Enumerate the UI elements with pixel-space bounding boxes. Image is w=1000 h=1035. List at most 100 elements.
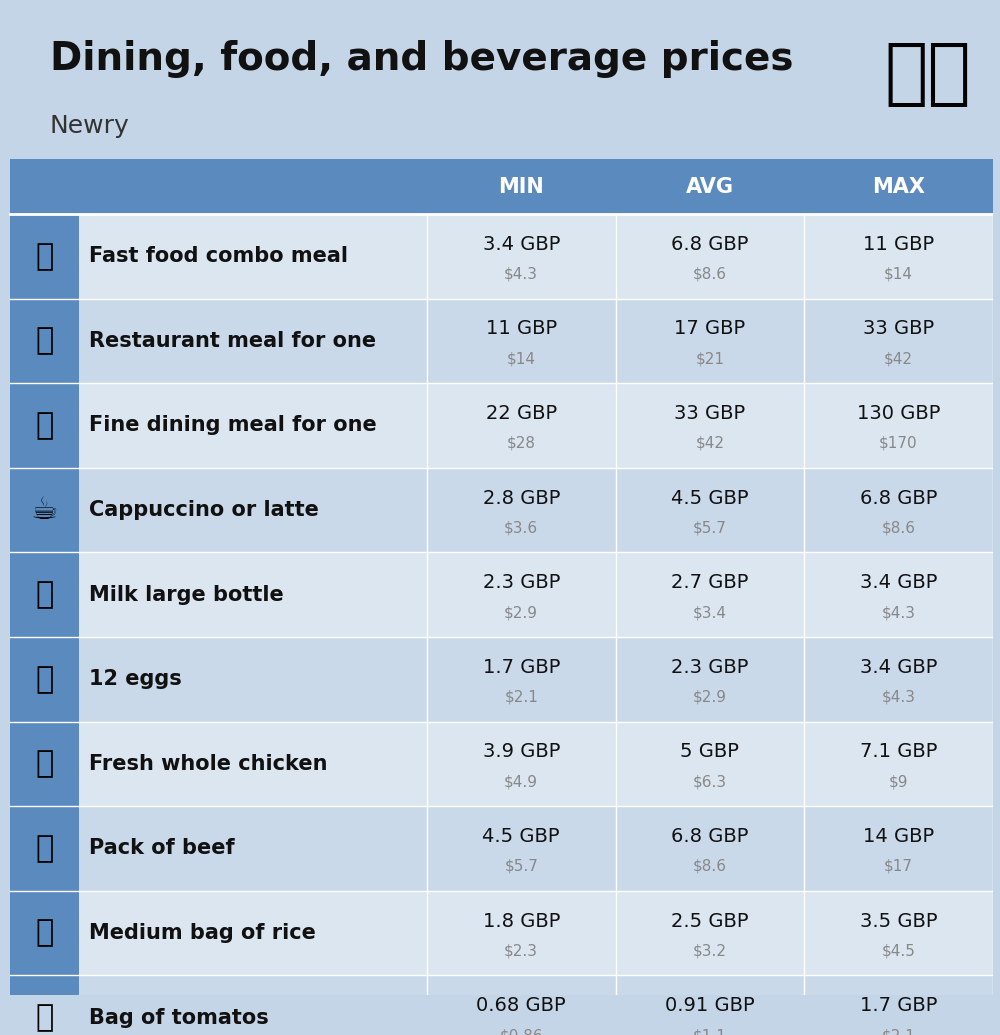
Text: 2.3 GBP: 2.3 GBP bbox=[671, 658, 749, 677]
Text: Cappuccino or latte: Cappuccino or latte bbox=[89, 500, 319, 520]
FancyBboxPatch shape bbox=[10, 298, 79, 383]
Text: 3.4 GBP: 3.4 GBP bbox=[860, 573, 937, 592]
FancyBboxPatch shape bbox=[10, 975, 993, 1035]
Text: $9: $9 bbox=[889, 774, 908, 790]
Text: 1.8 GBP: 1.8 GBP bbox=[483, 912, 560, 930]
Text: 3.5 GBP: 3.5 GBP bbox=[860, 912, 937, 930]
FancyBboxPatch shape bbox=[10, 637, 993, 721]
Text: 6.8 GBP: 6.8 GBP bbox=[860, 489, 937, 507]
Text: 2.8 GBP: 2.8 GBP bbox=[483, 489, 560, 507]
Text: Dining, food, and beverage prices: Dining, food, and beverage prices bbox=[50, 39, 793, 78]
Text: $4.5: $4.5 bbox=[882, 944, 915, 958]
Text: 🍔: 🍔 bbox=[36, 242, 54, 271]
Text: 🐔: 🐔 bbox=[36, 749, 54, 778]
Text: $2.9: $2.9 bbox=[504, 605, 538, 620]
FancyBboxPatch shape bbox=[10, 553, 993, 637]
FancyBboxPatch shape bbox=[10, 468, 79, 553]
Text: 🍅: 🍅 bbox=[36, 1003, 54, 1032]
FancyBboxPatch shape bbox=[10, 553, 79, 637]
Text: MIN: MIN bbox=[498, 177, 544, 197]
Text: $170: $170 bbox=[879, 436, 918, 451]
Text: 3.9 GBP: 3.9 GBP bbox=[483, 742, 560, 762]
Text: 33 GBP: 33 GBP bbox=[674, 404, 745, 423]
Text: 🥚: 🥚 bbox=[36, 664, 54, 693]
Text: 1.7 GBP: 1.7 GBP bbox=[860, 996, 937, 1015]
Text: $2.9: $2.9 bbox=[693, 689, 727, 705]
Text: 🍳: 🍳 bbox=[36, 326, 54, 355]
Text: 2.7 GBP: 2.7 GBP bbox=[671, 573, 749, 592]
Text: $3.4: $3.4 bbox=[693, 605, 727, 620]
Text: Restaurant meal for one: Restaurant meal for one bbox=[89, 331, 376, 351]
Text: Fine dining meal for one: Fine dining meal for one bbox=[89, 415, 377, 436]
Text: 12 eggs: 12 eggs bbox=[89, 670, 182, 689]
Text: 🥛: 🥛 bbox=[36, 581, 54, 610]
Text: $8.6: $8.6 bbox=[693, 267, 727, 282]
Text: Bag of tomatos: Bag of tomatos bbox=[89, 1008, 269, 1028]
FancyBboxPatch shape bbox=[10, 214, 993, 298]
FancyBboxPatch shape bbox=[10, 383, 79, 468]
Text: $14: $14 bbox=[507, 351, 536, 366]
Text: $8.6: $8.6 bbox=[881, 521, 915, 535]
Text: 22 GBP: 22 GBP bbox=[486, 404, 557, 423]
Text: Milk large bottle: Milk large bottle bbox=[89, 585, 284, 604]
Text: $0.86: $0.86 bbox=[499, 1028, 543, 1035]
Text: $1.1: $1.1 bbox=[693, 1028, 727, 1035]
Text: $2.1: $2.1 bbox=[882, 1028, 915, 1035]
Text: 6.8 GBP: 6.8 GBP bbox=[671, 827, 749, 846]
Text: $4.3: $4.3 bbox=[504, 267, 538, 282]
Text: 33 GBP: 33 GBP bbox=[863, 320, 934, 338]
Text: 2.5 GBP: 2.5 GBP bbox=[671, 912, 749, 930]
FancyBboxPatch shape bbox=[10, 214, 79, 298]
FancyBboxPatch shape bbox=[10, 975, 79, 1035]
Text: 14 GBP: 14 GBP bbox=[863, 827, 934, 846]
FancyBboxPatch shape bbox=[10, 806, 79, 891]
FancyBboxPatch shape bbox=[10, 468, 993, 553]
Text: 11 GBP: 11 GBP bbox=[486, 320, 557, 338]
Text: $42: $42 bbox=[884, 351, 913, 366]
Text: $21: $21 bbox=[695, 351, 724, 366]
Text: 6.8 GBP: 6.8 GBP bbox=[671, 235, 749, 254]
Text: Newry: Newry bbox=[50, 115, 129, 139]
Text: $3.2: $3.2 bbox=[693, 944, 727, 958]
Text: $28: $28 bbox=[507, 436, 536, 451]
Text: 4.5 GBP: 4.5 GBP bbox=[671, 489, 749, 507]
Text: 2.3 GBP: 2.3 GBP bbox=[483, 573, 560, 592]
Text: $8.6: $8.6 bbox=[693, 859, 727, 874]
Text: 3.4 GBP: 3.4 GBP bbox=[860, 658, 937, 677]
Text: 0.68 GBP: 0.68 GBP bbox=[476, 996, 566, 1015]
Text: 🍚: 🍚 bbox=[36, 918, 54, 947]
FancyBboxPatch shape bbox=[10, 721, 993, 806]
Text: AVG: AVG bbox=[686, 177, 734, 197]
FancyBboxPatch shape bbox=[10, 891, 79, 975]
Text: $17: $17 bbox=[884, 859, 913, 874]
Text: $5.7: $5.7 bbox=[693, 521, 727, 535]
Text: 17 GBP: 17 GBP bbox=[674, 320, 745, 338]
Text: Fresh whole chicken: Fresh whole chicken bbox=[89, 753, 328, 774]
FancyBboxPatch shape bbox=[10, 159, 993, 214]
Text: 🍽️: 🍽️ bbox=[36, 411, 54, 440]
Text: $4.3: $4.3 bbox=[881, 689, 915, 705]
Text: 3.4 GBP: 3.4 GBP bbox=[483, 235, 560, 254]
Text: 🇬🇧: 🇬🇧 bbox=[885, 39, 972, 109]
Text: $2.1: $2.1 bbox=[504, 689, 538, 705]
Text: 11 GBP: 11 GBP bbox=[863, 235, 934, 254]
FancyBboxPatch shape bbox=[10, 806, 993, 891]
Text: 0.91 GBP: 0.91 GBP bbox=[665, 996, 755, 1015]
FancyBboxPatch shape bbox=[10, 159, 427, 214]
Text: $6.3: $6.3 bbox=[693, 774, 727, 790]
Text: 7.1 GBP: 7.1 GBP bbox=[860, 742, 937, 762]
Text: $42: $42 bbox=[695, 436, 724, 451]
Text: 1.7 GBP: 1.7 GBP bbox=[483, 658, 560, 677]
Text: 5 GBP: 5 GBP bbox=[680, 742, 739, 762]
FancyBboxPatch shape bbox=[10, 721, 79, 806]
FancyBboxPatch shape bbox=[10, 891, 993, 975]
Text: $3.6: $3.6 bbox=[504, 521, 538, 535]
Text: MAX: MAX bbox=[872, 177, 925, 197]
FancyBboxPatch shape bbox=[10, 383, 993, 468]
Text: $5.7: $5.7 bbox=[504, 859, 538, 874]
Text: 4.5 GBP: 4.5 GBP bbox=[482, 827, 560, 846]
FancyBboxPatch shape bbox=[10, 298, 993, 383]
FancyBboxPatch shape bbox=[10, 637, 79, 721]
Text: $2.3: $2.3 bbox=[504, 944, 538, 958]
Text: $14: $14 bbox=[884, 267, 913, 282]
